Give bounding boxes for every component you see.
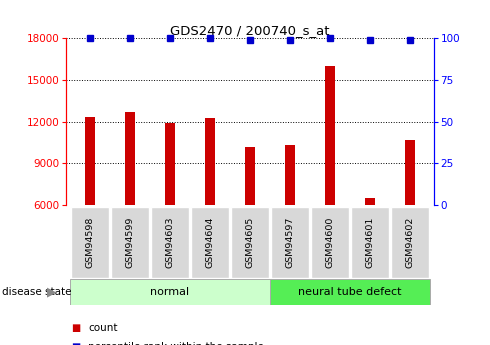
Bar (285, 145, 295, 205)
FancyBboxPatch shape (71, 207, 109, 278)
Bar (405, 140, 415, 205)
Bar (365, 198, 375, 205)
FancyBboxPatch shape (391, 207, 429, 278)
Text: ■: ■ (71, 323, 80, 333)
FancyBboxPatch shape (70, 279, 270, 305)
Text: GSM94605: GSM94605 (245, 217, 254, 268)
Bar (125, 112, 135, 205)
Bar (85, 117, 95, 205)
FancyBboxPatch shape (111, 207, 149, 278)
Text: normal: normal (150, 287, 190, 297)
Text: percentile rank within the sample: percentile rank within the sample (88, 342, 264, 345)
Text: GSM94602: GSM94602 (405, 217, 414, 268)
Text: GSM94599: GSM94599 (125, 217, 135, 268)
Text: GSM94603: GSM94603 (166, 217, 174, 268)
Text: GSM94604: GSM94604 (205, 217, 215, 268)
Text: GSM94598: GSM94598 (86, 217, 95, 268)
Bar (245, 147, 255, 205)
FancyBboxPatch shape (350, 207, 389, 278)
Text: ■: ■ (71, 342, 80, 345)
Bar (165, 123, 175, 205)
FancyBboxPatch shape (270, 279, 430, 305)
Text: count: count (88, 323, 118, 333)
FancyBboxPatch shape (151, 207, 189, 278)
FancyBboxPatch shape (311, 207, 349, 278)
FancyBboxPatch shape (191, 207, 229, 278)
Bar (325, 66, 335, 205)
FancyBboxPatch shape (231, 207, 269, 278)
Text: GSM94600: GSM94600 (325, 217, 334, 268)
Text: ▶: ▶ (47, 286, 56, 299)
Title: GDS2470 / 200740_s_at: GDS2470 / 200740_s_at (170, 24, 330, 37)
Bar (205, 118, 215, 205)
Text: GSM94601: GSM94601 (365, 217, 374, 268)
Text: disease state: disease state (2, 287, 72, 297)
FancyBboxPatch shape (270, 207, 309, 278)
Text: neural tube defect: neural tube defect (298, 287, 401, 297)
Text: GSM94597: GSM94597 (285, 217, 294, 268)
